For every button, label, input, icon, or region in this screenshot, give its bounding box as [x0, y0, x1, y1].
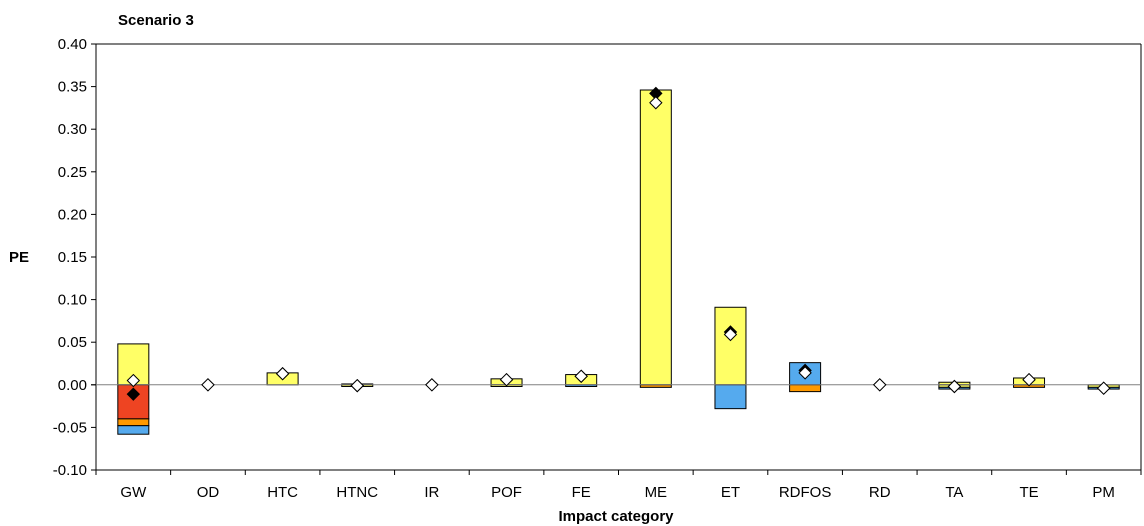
x-tick-label: TE — [1019, 484, 1038, 501]
marker-white — [426, 379, 438, 391]
y-tick-label: 0.20 — [58, 206, 87, 223]
bar-segment — [640, 90, 671, 385]
x-tick-label: HTC — [267, 484, 298, 501]
x-tick-label: RDFOS — [779, 484, 832, 501]
bar-segment — [790, 385, 821, 392]
bar-segment — [118, 419, 149, 426]
x-tick-label: HTNC — [336, 484, 378, 501]
x-tick-label: GW — [120, 484, 147, 501]
y-axis-label: PE — [9, 249, 29, 266]
y-tick-label: -0.05 — [53, 419, 87, 436]
y-tick-label: 0.25 — [58, 164, 87, 181]
y-tick-label: 0.15 — [58, 249, 87, 266]
x-tick-label: TA — [945, 484, 963, 501]
x-tick-label: RD — [869, 484, 891, 501]
y-tick-label: 0.10 — [58, 292, 87, 309]
bar-segment — [715, 385, 746, 409]
x-tick-label: OD — [197, 484, 220, 501]
y-tick-label: 0.40 — [58, 36, 87, 53]
bar-segment — [715, 307, 746, 385]
marker-white — [1098, 382, 1110, 394]
y-tick-label: 0.35 — [58, 79, 87, 96]
marker-white — [874, 379, 886, 391]
y-tick-label: 0.05 — [58, 334, 87, 351]
y-tick-label: -0.10 — [53, 462, 87, 479]
x-tick-label: ME — [645, 484, 668, 501]
x-axis-label: Impact category — [558, 508, 674, 525]
x-tick-label: PM — [1092, 484, 1115, 501]
plot-area: 0.40 0.35 0.30 0.25 0.20 0.15 0.10 0.05 0.00 -0.0… — [53, 36, 1141, 501]
chart-title: Scenario 3 — [118, 12, 194, 29]
x-tick-label: POF — [491, 484, 522, 501]
marker-white — [202, 379, 214, 391]
marker-white — [351, 380, 363, 392]
x-tick-label: ET — [721, 484, 740, 501]
bar-segment — [118, 426, 149, 435]
y-tick-label: 0.00 — [58, 377, 87, 394]
x-tick-label: IR — [424, 484, 439, 501]
x-tick-label: FE — [572, 484, 591, 501]
y-tick-label: 0.30 — [58, 121, 87, 138]
